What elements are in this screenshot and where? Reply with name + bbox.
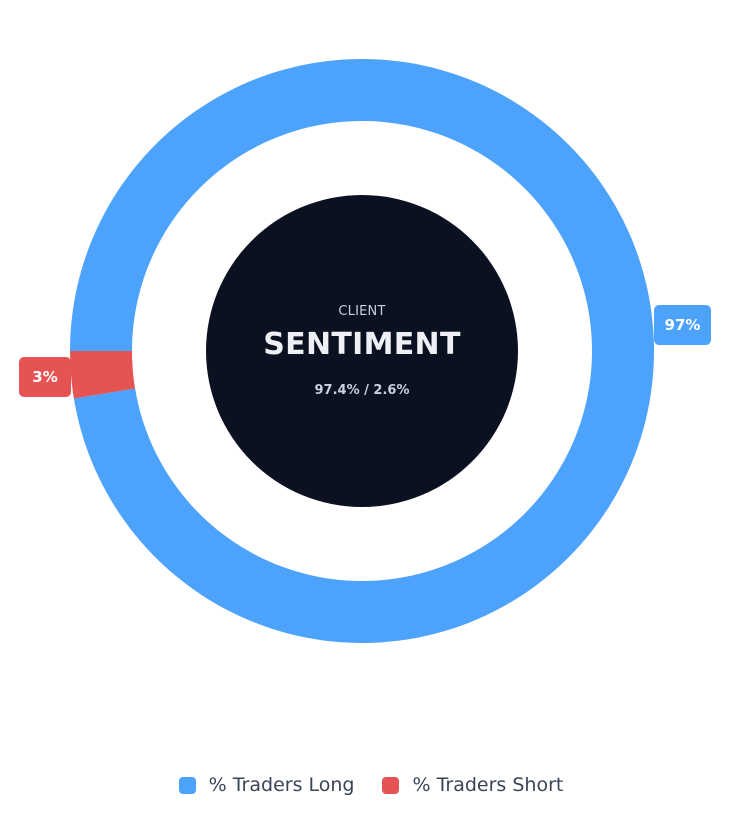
center-disc	[206, 195, 518, 507]
center-subtitle: CLIENT	[338, 304, 386, 319]
legend-swatch-long	[178, 776, 196, 794]
center-title: SENTIMENT	[263, 327, 461, 362]
legend: % Traders Long % Traders Short	[0, 774, 742, 796]
legend-item-long[interactable]: % Traders Long	[178, 774, 355, 796]
legend-label-long: % Traders Long	[208, 774, 355, 796]
legend-label-short: % Traders Short	[412, 774, 564, 796]
legend-item-short[interactable]: % Traders Short	[382, 774, 563, 796]
data-label-long: 97%	[654, 305, 711, 345]
legend-swatch-short	[382, 776, 400, 794]
segment-traders-short[interactable]	[70, 351, 136, 399]
data-label-short: 3%	[19, 357, 71, 397]
center-values: 97.4% / 2.6%	[314, 383, 410, 398]
